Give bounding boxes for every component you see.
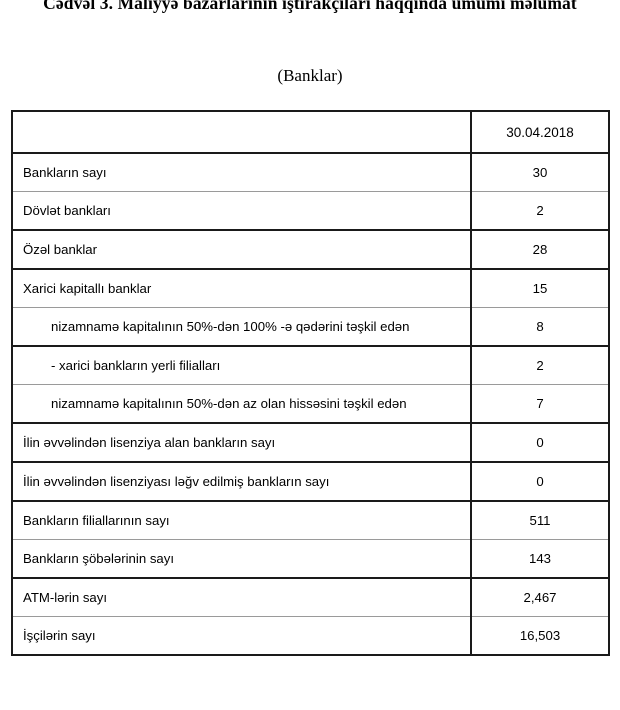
row-label: Xarici kapitallı banklar xyxy=(11,268,472,308)
row-value: 143 xyxy=(470,539,610,578)
row-value: 511 xyxy=(470,500,610,540)
table-header-row: 30.04.2018 xyxy=(11,110,610,154)
row-label: Dövlət bankları xyxy=(11,191,472,230)
row-value: 2 xyxy=(470,345,610,385)
column-header-label xyxy=(11,110,472,154)
row-value: 0 xyxy=(470,461,610,501)
row-value: 8 xyxy=(470,307,610,346)
table-container: 30.04.2018 Bankların sayı 30 Dövlət bankla… xyxy=(11,110,610,656)
banks-summary-table: 30.04.2018 Bankların sayı 30 Dövlət bankla… xyxy=(11,110,610,656)
row-label: Bankların filiallarının sayı xyxy=(11,500,472,540)
row-value: 15 xyxy=(470,268,610,308)
table-row: Bankların filiallarının sayı 511 xyxy=(11,500,610,540)
table-row: Özəl banklar 28 xyxy=(11,229,610,269)
table-row: İlin əvvəlindən lisenziya alan bankların… xyxy=(11,422,610,462)
table-row: ATM-lərin sayı 2,467 xyxy=(11,577,610,617)
table-row: İşçilərin sayı 16,503 xyxy=(11,616,610,656)
row-label: Özəl banklar xyxy=(11,229,472,269)
row-value: 2 xyxy=(470,191,610,230)
row-label: nizamnamə kapitalının 50%-dən az olan hi… xyxy=(11,384,472,423)
table-row: Dövlət bankları 2 xyxy=(11,191,610,230)
row-label: İlin əvvəlindən lisenziyası ləğv edilmiş… xyxy=(11,461,472,501)
table-row: Bankların sayı 30 xyxy=(11,152,610,192)
row-label: - xarici bankların yerli filialları xyxy=(11,345,472,385)
column-header-date: 30.04.2018 xyxy=(470,110,610,154)
table-header: 30.04.2018 xyxy=(11,110,610,154)
table-row: - xarici bankların yerli filialları 2 xyxy=(11,345,610,385)
row-label: İlin əvvəlindən lisenziya alan bankların… xyxy=(11,422,472,462)
table-body: Bankların sayı 30 Dövlət bankları 2 Özəl ban… xyxy=(11,152,610,656)
table-row: Bankların şöbələrinin sayı 143 xyxy=(11,539,610,578)
table-row: İlin əvvəlindən lisenziyası ləğv edilmiş… xyxy=(11,461,610,501)
row-value: 28 xyxy=(470,229,610,269)
row-label: İşçilərin sayı xyxy=(11,616,472,656)
page-subtitle: (Banklar) xyxy=(277,66,343,85)
page-title: Cədvəl 3. Maliyyə bazarlarının iştirakçı… xyxy=(43,0,577,13)
table-row: nizamnamə kapitalının 50%-dən az olan hi… xyxy=(11,384,610,423)
row-value: 7 xyxy=(470,384,610,423)
row-label: ATM-lərin sayı xyxy=(11,577,472,617)
row-value: 2,467 xyxy=(470,577,610,617)
table-row: nizamnamə kapitalının 50%-dən 100% -ə qə… xyxy=(11,307,610,346)
row-label: Bankların şöbələrinin sayı xyxy=(11,539,472,578)
table-row: Xarici kapitallı banklar 15 xyxy=(11,268,610,308)
row-value: 30 xyxy=(470,152,610,192)
row-label: nizamnamə kapitalının 50%-dən 100% -ə qə… xyxy=(11,307,472,346)
row-value: 16,503 xyxy=(470,616,610,656)
row-value: 0 xyxy=(470,422,610,462)
row-label: Bankların sayı xyxy=(11,152,472,192)
